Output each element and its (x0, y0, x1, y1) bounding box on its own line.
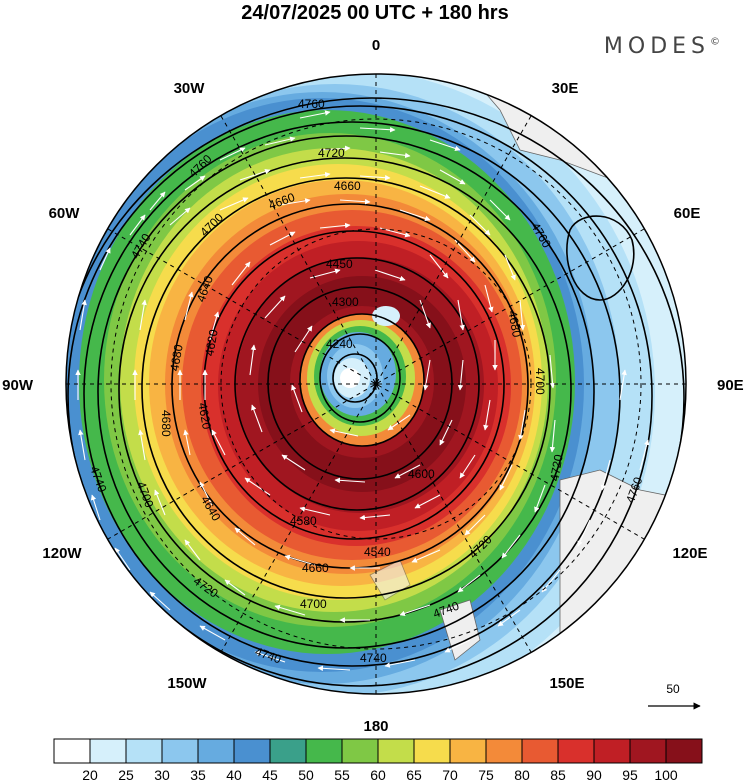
colorbar-tick-label: 75 (478, 767, 494, 782)
colorbar-swatch (125, 738, 163, 764)
colorbar-tick-label: 35 (190, 767, 206, 782)
colorbar-swatch (485, 738, 523, 764)
modes-logo: MODES© (604, 34, 720, 59)
lon-label-180: 180 (363, 718, 388, 735)
contour-label-4620: 4620 (195, 402, 213, 431)
colorbar-tick-label: 60 (370, 767, 386, 782)
contour-label-4660: 4660 (302, 561, 329, 575)
contour-label-4700: 4700 (533, 368, 547, 395)
contour-label-4660: 4660 (334, 179, 361, 193)
colorbar-tick-label: 50 (298, 767, 314, 782)
colorbar-tick-label: 70 (442, 767, 458, 782)
colorbar-swatch (197, 738, 235, 764)
colorbar-swatch (305, 738, 343, 764)
contour-label-group: 4760 4760 4760 4760 4740 4740 4740 4740 … (87, 97, 645, 667)
contour-label-4600: 4600 (408, 467, 435, 481)
colorbar-swatch (377, 738, 415, 764)
lon-label-60w: 60W (49, 205, 81, 222)
colorbar-tick-label: 20 (82, 767, 98, 782)
height-contours (66, 97, 685, 694)
lon-label-120w: 120W (42, 545, 82, 562)
colorbar-tick-label: 95 (622, 767, 638, 782)
colorbar-tick-label: 85 (550, 767, 566, 782)
colorbar-swatch (233, 738, 271, 764)
colorbar-swatch (593, 738, 631, 764)
contour-label-4300: 4300 (332, 295, 359, 309)
map-title: 24/07/2025 00 UTC + 180 hrs (241, 2, 509, 24)
contour-label-4680: 4680 (505, 310, 523, 339)
colorbar-tick-label: 25 (118, 767, 134, 782)
contour-label-4580: 4580 (290, 514, 317, 528)
colorbar-swatch (269, 738, 307, 764)
contour-label-4680: 4680 (159, 410, 173, 437)
colorbar-tick-label: 80 (514, 767, 530, 782)
colorbar-swatch (161, 738, 199, 764)
lon-label-150w: 150W (167, 675, 207, 692)
brand-text: MODES (603, 34, 710, 59)
contour-label-4240: 4240 (326, 337, 353, 351)
colorbar-tick-label: 90 (586, 767, 602, 782)
colorbar: 20 25 30 35 40 45 50 55 60 65 70 75 80 85 90 95 100 (53, 738, 703, 782)
colorbar-tick-label: 65 (406, 767, 422, 782)
colorbar-tick-label: 30 (154, 767, 170, 782)
contour-label-4740: 4740 (360, 651, 387, 665)
contour-label-4720: 4720 (547, 453, 565, 482)
colorbar-swatch (53, 738, 91, 764)
colorbar-swatch (665, 738, 703, 764)
wind-vectors (75, 110, 670, 672)
colorbar-tick-label: 100 (654, 767, 678, 782)
contour-label-4720: 4720 (318, 146, 345, 160)
map-boundary (65, 73, 687, 695)
reference-vector-label: 50 (666, 682, 680, 696)
colorbar-swatch (629, 738, 667, 764)
colorbar-swatch (413, 738, 451, 764)
graticule (66, 74, 686, 694)
colorbar-tick-label: 55 (334, 767, 350, 782)
lon-label-90e: 90E (717, 377, 744, 394)
contour-label-4760: 4760 (298, 97, 325, 111)
colorbar-tick-label: 40 (226, 767, 242, 782)
lon-label-30w: 30W (174, 80, 206, 97)
contour-label-4680: 4680 (167, 343, 185, 372)
pole-marker (373, 381, 379, 387)
contour-label-4620: 4620 (202, 328, 220, 357)
wind-speed-field (66, 74, 686, 694)
lon-label-150e: 150E (549, 675, 584, 692)
contour-label-4540: 4540 (364, 545, 391, 559)
colorbar-swatch (341, 738, 379, 764)
copyright-mark: © (710, 36, 720, 48)
colorbar-swatch (521, 738, 559, 764)
colorbar-swatch (449, 738, 487, 764)
colorbar-swatch (89, 738, 127, 764)
lon-label-60e: 60E (674, 205, 701, 222)
contour-label-4450: 4450 (326, 257, 353, 271)
lon-label-0: 0 (372, 37, 380, 54)
lon-label-90w: 90W (2, 377, 34, 394)
colorbar-tick-label: 45 (262, 767, 278, 782)
contour-label-4700: 4700 (300, 597, 327, 611)
lon-label-30e: 30E (552, 80, 579, 97)
lon-label-120e: 120E (672, 545, 707, 562)
colorbar-swatch (557, 738, 595, 764)
